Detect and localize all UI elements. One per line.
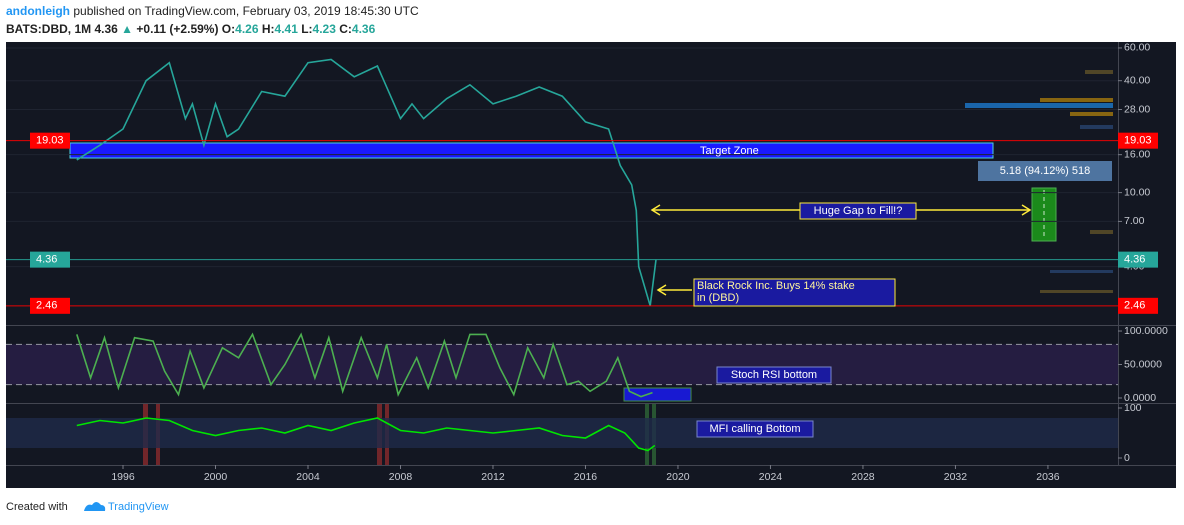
- y-tick-label: 50.0000: [1124, 358, 1162, 370]
- y-tick-label: 60.00: [1124, 42, 1150, 54]
- h: 4.41: [275, 22, 299, 36]
- annotation: Target Zone: [700, 145, 759, 157]
- profile-bar: [1090, 230, 1113, 234]
- y-tick-label: 10.00: [1124, 186, 1150, 198]
- price-label: 19.03: [36, 135, 64, 147]
- annotation: 5.18 (94.12%) 518: [1000, 165, 1091, 177]
- x-tick-label: 2016: [574, 471, 598, 483]
- arrow: ▲: [121, 22, 133, 36]
- price-label: 2.46: [36, 300, 57, 312]
- x-tick-label: 2036: [1036, 471, 1060, 483]
- change: +0.11 (+2.59%): [136, 22, 218, 36]
- stoch-bottom-box: [623, 387, 692, 402]
- l: 4.23: [313, 22, 337, 36]
- price-label: 4.36: [1124, 254, 1145, 266]
- profile-bar: [1080, 125, 1113, 129]
- c: 4.36: [352, 22, 376, 36]
- profile-bar: [1040, 98, 1113, 102]
- y-tick-label: 7.00: [1124, 215, 1145, 227]
- price-line: [76, 417, 656, 452]
- annotation: Stoch RSI bottom: [731, 369, 817, 381]
- o: 4.26: [235, 22, 259, 36]
- chart-bg: [6, 42, 1176, 488]
- x-tick-label: 2032: [944, 471, 968, 483]
- price-label-bg: [1118, 251, 1158, 268]
- last: 4.36: [94, 22, 118, 36]
- profile-bar: [1050, 270, 1113, 273]
- profile-poc: [965, 103, 1113, 108]
- price-label: 19.03: [1124, 135, 1152, 147]
- y-tick-label: 0.0000: [1124, 392, 1156, 404]
- price-label-bg: [1118, 132, 1158, 149]
- header-line: andonleigh published on TradingView.com,…: [6, 4, 419, 18]
- c-label: C:: [339, 22, 352, 36]
- brand-logo: [84, 502, 106, 511]
- x-tick-label: 2024: [759, 471, 783, 483]
- x-tick-label: 2008: [389, 471, 413, 483]
- blackrock-arrow: [656, 284, 692, 296]
- o-label: O:: [222, 22, 235, 36]
- symbol-line: BATS:DBD, 1M 4.36 ▲ +0.11 (+2.59%) O:4.2…: [6, 22, 376, 36]
- annotation-box: [693, 278, 896, 307]
- x-tick-label: 2000: [204, 471, 228, 483]
- annotation: Black Rock Inc. Buys 14% stake: [697, 280, 855, 292]
- y-tick-label: 16.00: [1124, 148, 1150, 160]
- volume-profile: [965, 70, 1113, 293]
- published: published on TradingView.com, February 0…: [73, 4, 419, 18]
- price-line: [76, 58, 657, 307]
- x-tick-label: 2004: [296, 471, 320, 483]
- indicator-band: [6, 344, 1118, 385]
- indicator-band: [6, 418, 1118, 448]
- annotation: MFI calling Bottom: [709, 423, 800, 435]
- profile-bar: [1040, 290, 1113, 293]
- annotation: Huge Gap to Fill!?: [814, 205, 903, 217]
- profile-bar: [1070, 112, 1113, 116]
- price-label: 2.46: [1124, 300, 1145, 312]
- target-zone: [69, 142, 994, 159]
- y-tick-label: 40.00: [1124, 74, 1150, 86]
- y-tick-label: 0: [1124, 452, 1130, 464]
- x-tick-label: 2020: [666, 471, 690, 483]
- price-label: 4.36: [36, 254, 57, 266]
- annotation-box: [696, 420, 814, 438]
- price-label-bg: [30, 251, 70, 268]
- price-label-bg: [1118, 297, 1158, 314]
- annotation-box: [978, 161, 1112, 181]
- price-line: [76, 332, 653, 398]
- profile-bar: [1085, 70, 1113, 74]
- annotation-box: [799, 202, 917, 220]
- y-tick-label: 100: [1124, 402, 1142, 414]
- y-tick-label: 100.0000: [1124, 325, 1168, 337]
- l-label: L:: [301, 22, 312, 36]
- symbol: BATS:DBD, 1M: [6, 22, 91, 36]
- x-tick-label: 2028: [851, 471, 875, 483]
- author[interactable]: andonleigh: [6, 4, 70, 18]
- footer-brand[interactable]: TradingView: [108, 501, 169, 513]
- annotation-box: [716, 366, 832, 384]
- footer-created: Created with: [6, 501, 68, 513]
- y-tick-label: 28.00: [1124, 103, 1150, 115]
- price-label-bg: [30, 297, 70, 314]
- x-tick-label: 2012: [481, 471, 505, 483]
- h-label: H:: [262, 22, 275, 36]
- price-label-bg: [30, 132, 70, 149]
- annotation: in (DBD): [697, 292, 739, 304]
- x-tick-label: 1996: [111, 471, 135, 483]
